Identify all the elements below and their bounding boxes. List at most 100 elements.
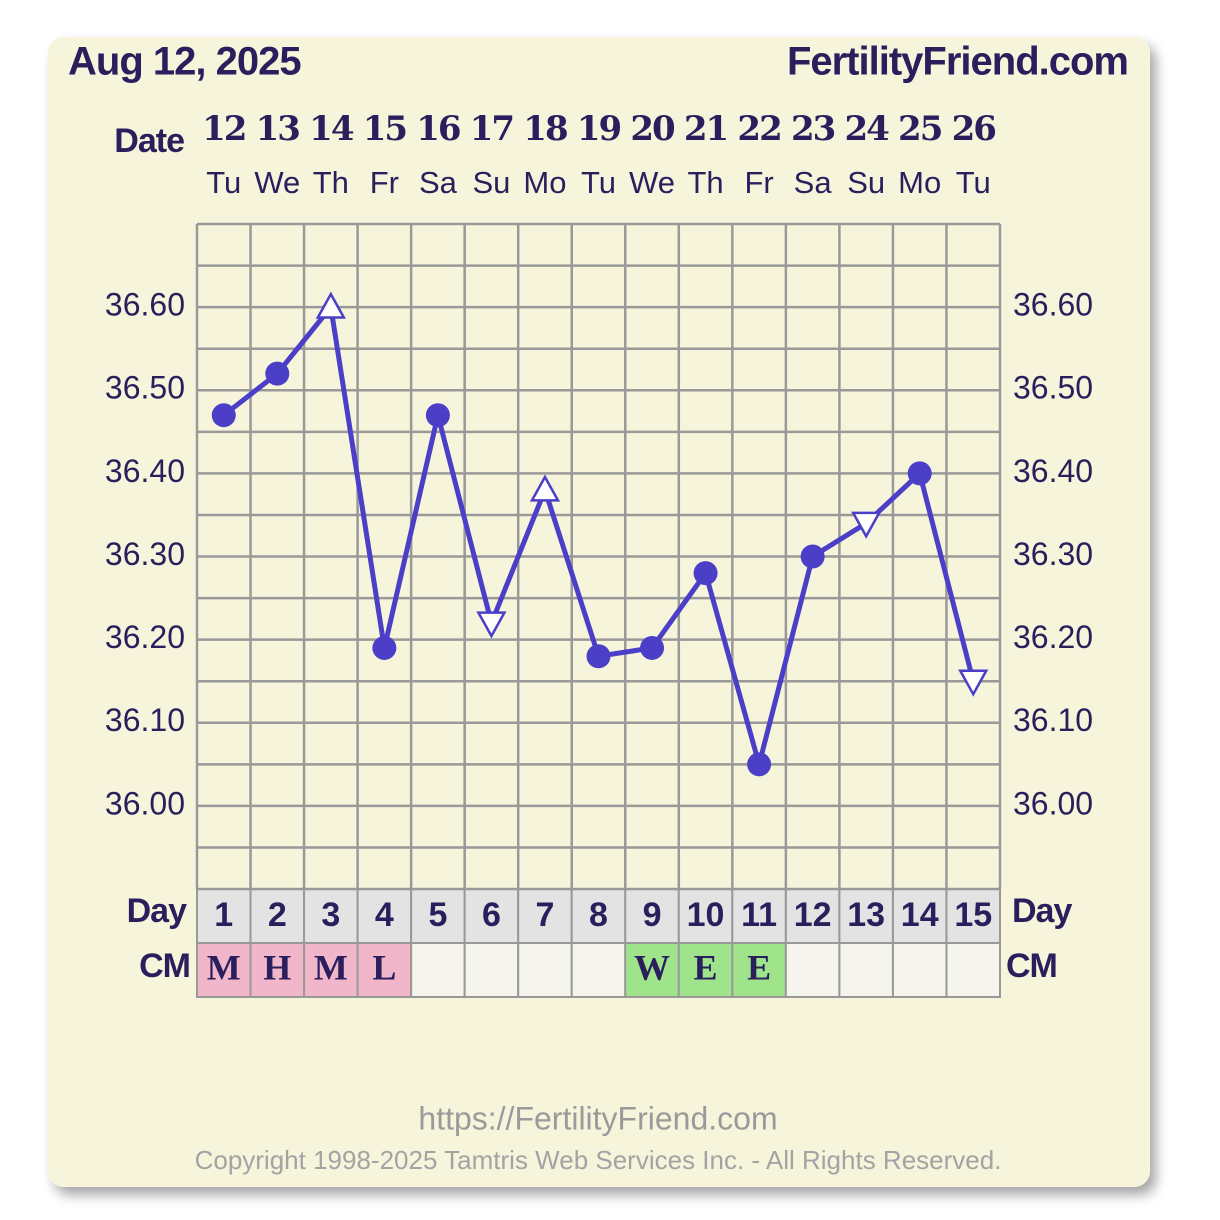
day-cell: [196, 888, 252, 944]
date-number: 23: [791, 109, 835, 149]
date-number: 14: [309, 109, 354, 149]
day-number: 7: [536, 896, 555, 934]
date-number: 26: [952, 109, 996, 149]
site-name: FertilityFriend.com: [787, 40, 1128, 84]
footer-url: https://FertilityFriend.com: [418, 1100, 777, 1136]
y-tick-label: 36.30: [105, 536, 185, 572]
weekday: Sa: [794, 165, 833, 200]
temp-point: [693, 561, 718, 586]
date-number: 24: [845, 109, 890, 149]
cm-cell: [624, 942, 680, 998]
cm-label: CM: [139, 947, 190, 985]
day-label-right: Day: [1012, 892, 1072, 930]
cm-value: M: [207, 947, 241, 987]
temp-point: [800, 544, 825, 569]
cm-cell: [249, 942, 306, 998]
cm-cell: [196, 942, 252, 998]
weekday: Tu: [581, 165, 616, 200]
temp-point: [265, 361, 290, 386]
cm-cell: [410, 942, 466, 998]
weekday: Tu: [956, 165, 991, 200]
day-cell: [677, 888, 734, 944]
date-number: 18: [523, 109, 567, 149]
cm-value: E: [694, 947, 718, 987]
cm-cell: [517, 942, 573, 998]
cm-value: L: [372, 947, 396, 987]
day-number: 10: [687, 896, 725, 934]
day-number: 12: [794, 896, 832, 934]
temp-point-open: [315, 291, 346, 319]
date-number: 21: [684, 109, 727, 149]
y-tick-label: 36.20: [105, 619, 185, 655]
date-number: 15: [363, 109, 407, 149]
weekday: Th: [687, 165, 723, 200]
y-tick-label-right: 36.50: [1013, 370, 1093, 406]
temp-point: [586, 644, 611, 669]
copyright: Copyright 1998-2025 Tamtris Web Services…: [195, 1145, 1002, 1175]
cm-value: W: [634, 947, 670, 987]
cm-cell: [677, 942, 734, 998]
day-number: 3: [321, 896, 340, 934]
day-number: 8: [589, 896, 608, 934]
weekday: Mo: [523, 165, 566, 200]
cm-cell: [356, 942, 413, 998]
day-cell: [784, 888, 841, 944]
date-number: 25: [898, 109, 942, 149]
cm-label-right: CM: [1006, 947, 1057, 985]
cm-cell: [945, 942, 1002, 998]
weekday: We: [629, 165, 675, 200]
cm-value: H: [263, 947, 291, 987]
date-number: 12: [202, 109, 245, 149]
weekday: Su: [472, 165, 510, 200]
cm-cell: [463, 942, 520, 998]
temp-point-open: [851, 511, 882, 539]
day-number: 5: [428, 896, 447, 934]
weekday: Fr: [744, 165, 773, 200]
cm-cell: [570, 942, 627, 998]
day-cell: [570, 888, 627, 944]
y-tick-label-right: 36.00: [1013, 785, 1093, 821]
temp-point: [640, 635, 665, 660]
day-number: 2: [268, 896, 287, 934]
date-number: 16: [416, 109, 460, 149]
date-number: 19: [577, 109, 621, 149]
date-label: Date: [114, 122, 184, 160]
weekday: Tu: [206, 165, 241, 200]
chart-title: Aug 12, 2025: [68, 40, 301, 84]
y-tick-label-right: 36.10: [1013, 702, 1093, 738]
cm-value: M: [314, 947, 348, 987]
y-tick-label: 36.50: [105, 370, 185, 406]
weekday: Fr: [370, 165, 399, 200]
day-number: 1: [214, 896, 233, 934]
cm-cell: [731, 942, 787, 998]
date-number: 13: [256, 109, 300, 149]
weekday: We: [254, 165, 300, 200]
y-tick-label-right: 36.60: [1013, 287, 1093, 323]
temp-point: [372, 635, 397, 660]
temp-point-open: [529, 474, 561, 502]
temp-point: [747, 752, 772, 777]
cm-cell: [891, 942, 948, 998]
day-number: 6: [482, 896, 501, 934]
weekday: Su: [847, 165, 885, 200]
day-cell: [463, 888, 520, 944]
date-number: 17: [470, 109, 513, 149]
card: [48, 37, 1150, 1187]
temp-point: [907, 461, 932, 486]
weekday: Sa: [419, 165, 458, 200]
day-number: 11: [741, 896, 777, 934]
y-tick-label-right: 36.40: [1013, 453, 1093, 489]
day-number: 9: [643, 896, 662, 934]
temp-point-open: [476, 611, 507, 639]
temp-point: [425, 403, 450, 428]
day-label: Day: [127, 892, 187, 930]
day-number: 13: [847, 896, 885, 934]
weekday: Th: [313, 165, 349, 200]
date-number: 20: [630, 109, 675, 149]
y-tick-label-right: 36.30: [1013, 536, 1093, 572]
y-tick-label: 36.40: [105, 453, 185, 489]
y-tick-label: 36.60: [105, 287, 185, 323]
day-number: 15: [954, 896, 992, 934]
temp-point: [211, 403, 236, 428]
